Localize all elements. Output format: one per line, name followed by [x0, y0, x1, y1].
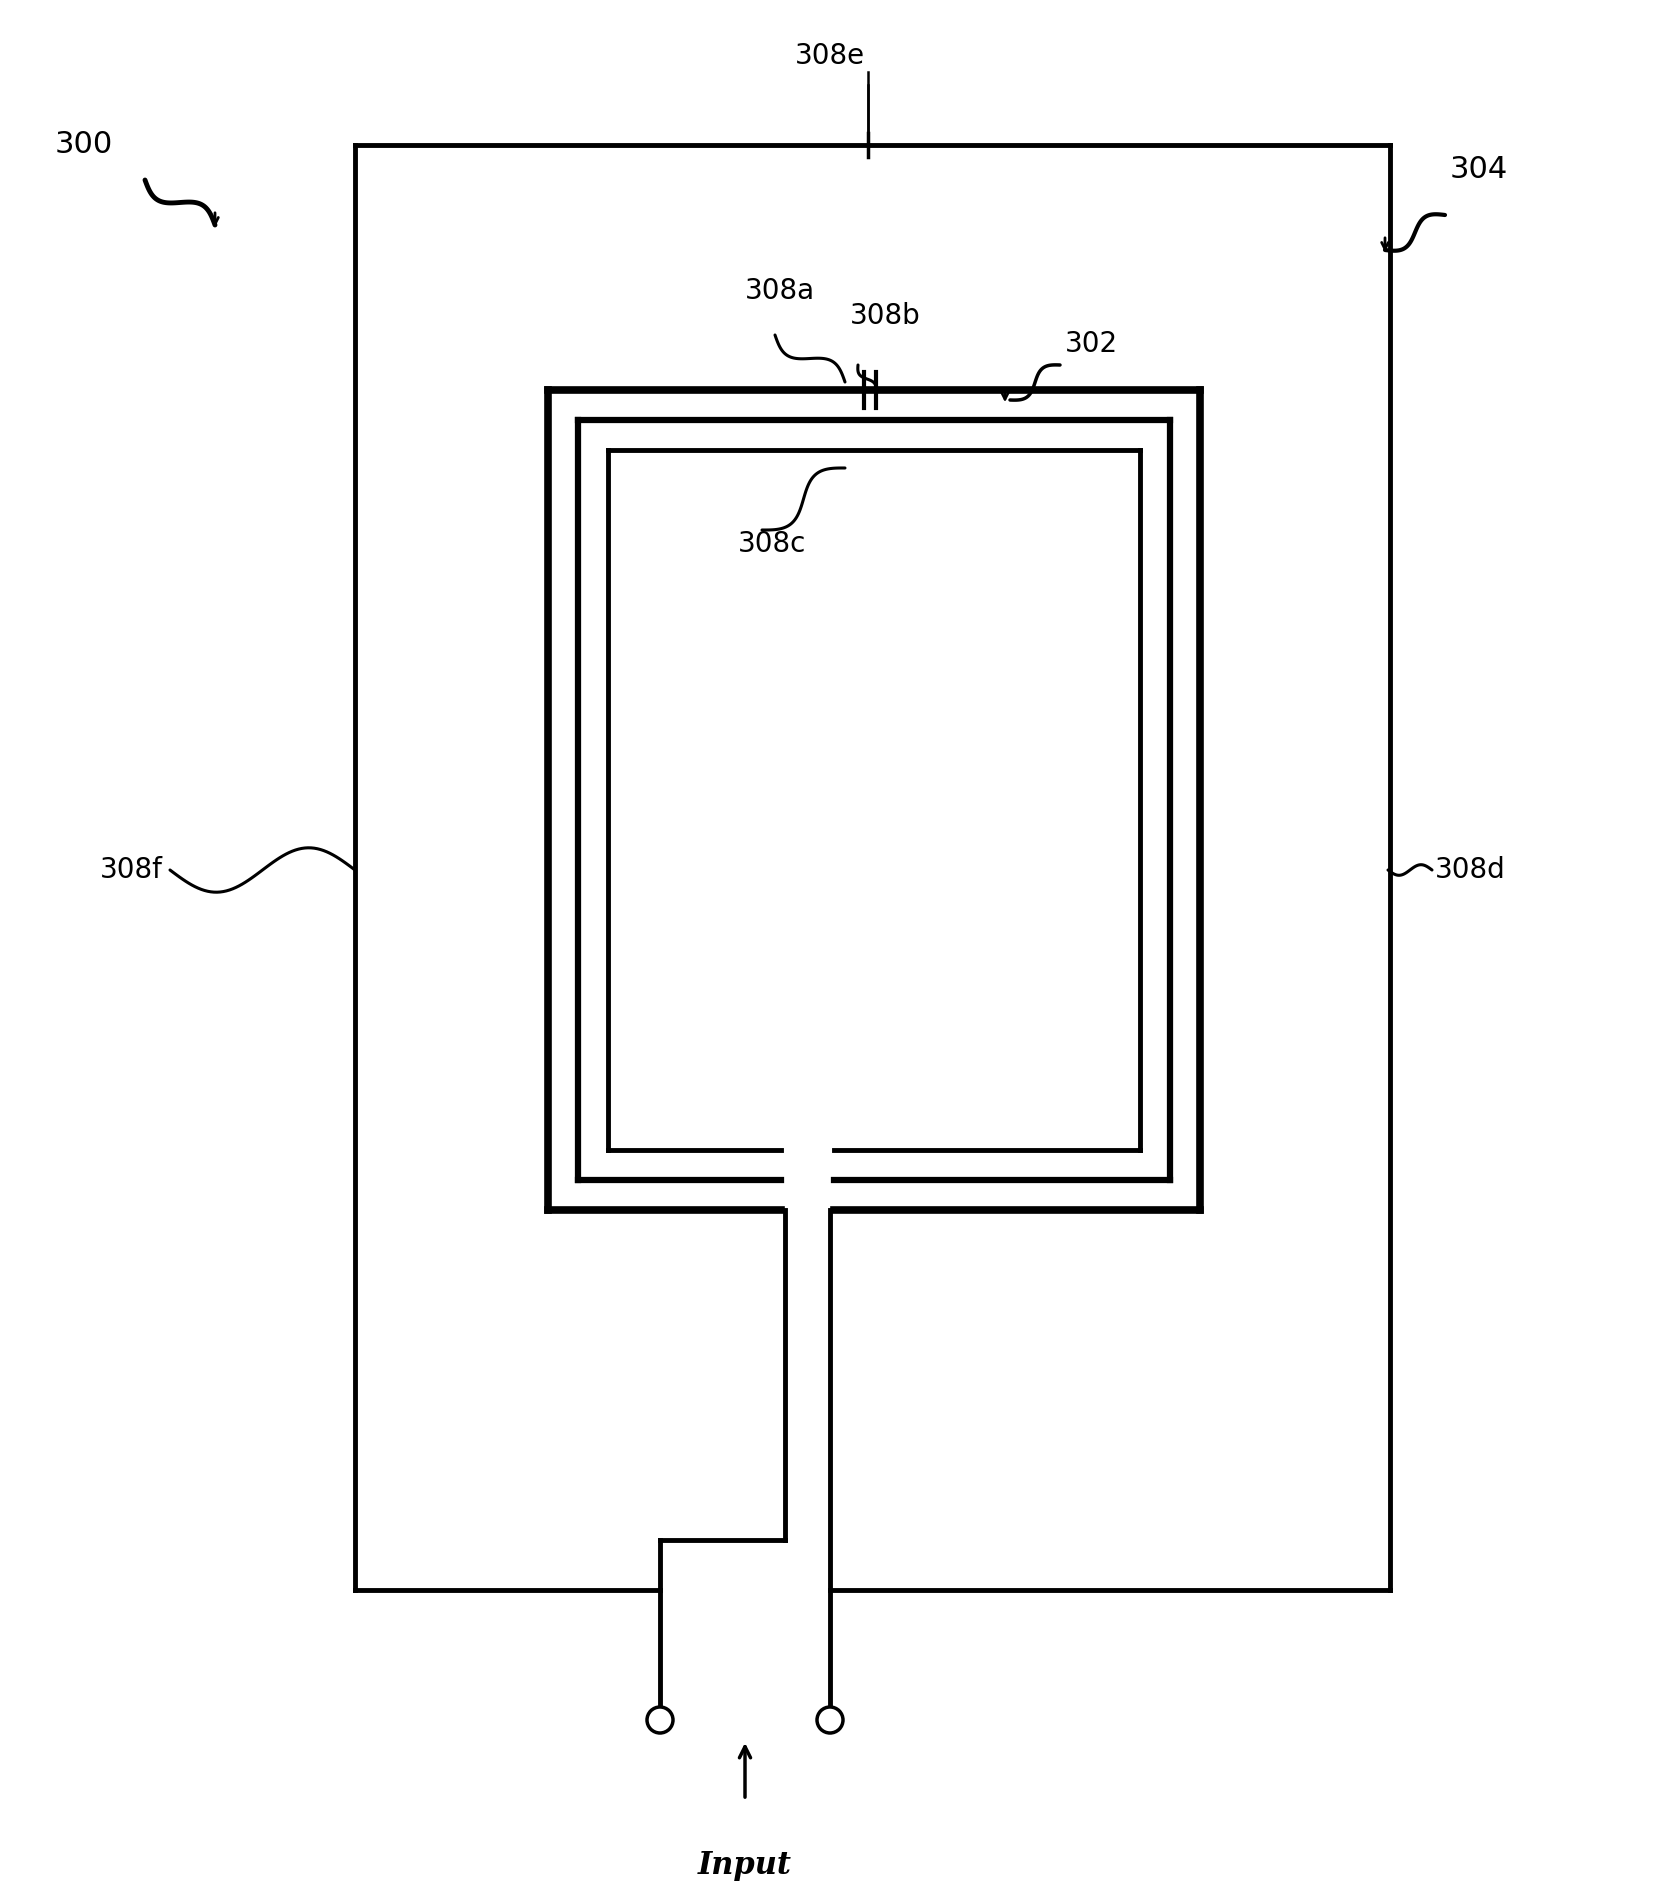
Text: 308a: 308a [745, 277, 815, 305]
Text: 300: 300 [55, 131, 113, 159]
Text: 308b: 308b [850, 301, 921, 330]
Text: 302: 302 [1064, 330, 1118, 358]
Text: Input: Input [698, 1850, 792, 1881]
Text: 308d: 308d [1435, 856, 1505, 884]
Circle shape [647, 1706, 674, 1733]
Circle shape [817, 1706, 843, 1733]
Text: 308c: 308c [738, 530, 807, 559]
Text: 308f: 308f [100, 856, 163, 884]
Text: 304: 304 [1450, 155, 1508, 184]
Text: 308e: 308e [795, 42, 865, 70]
